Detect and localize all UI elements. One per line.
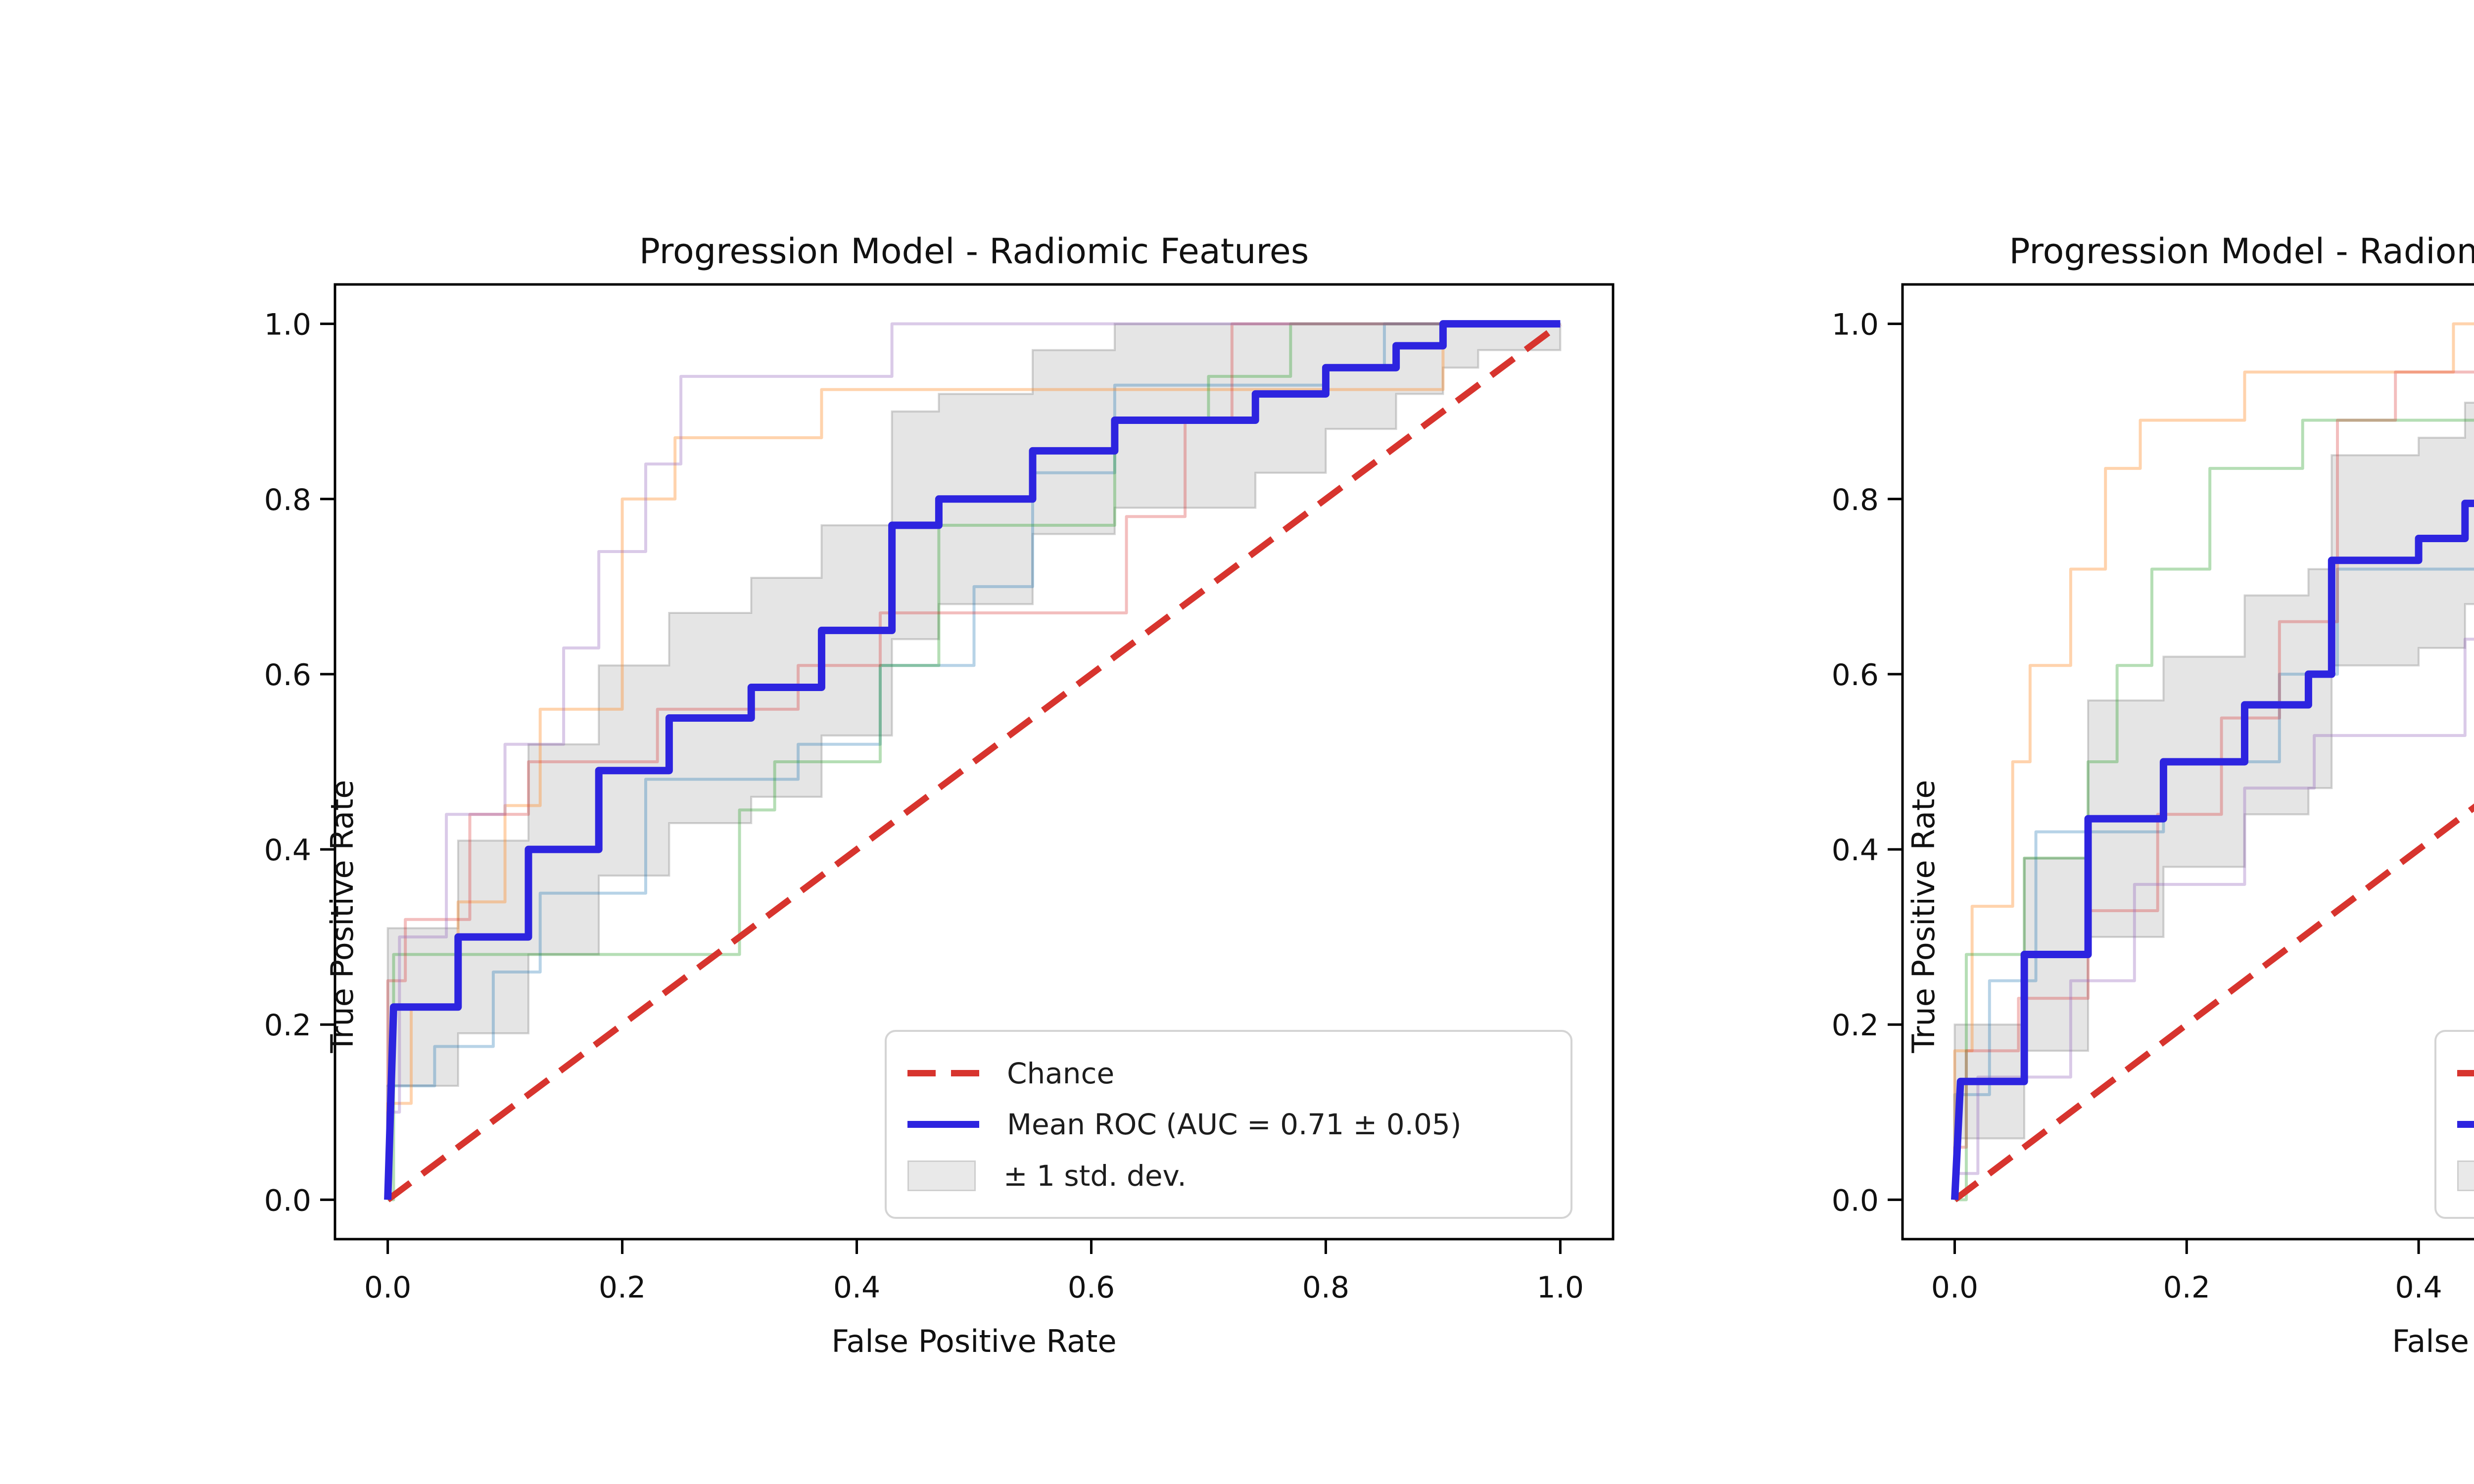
y-tick-label-left: 0.8: [264, 483, 311, 517]
x-tick-label-right: 0.0: [1931, 1270, 1978, 1305]
legend-label: Chance: [1007, 1056, 1115, 1090]
legend-entry-std-dev: ± 1 std. dev.: [907, 1159, 1550, 1193]
x-tick-label-left: 0.4: [833, 1270, 880, 1305]
y-tick-label-right: 0.8: [1832, 483, 1879, 517]
std-band-right: [1953, 402, 2474, 1140]
y-tick-label-right: 0.4: [1832, 833, 1879, 868]
fold-2-roc-line-right: [1953, 322, 2474, 1200]
fold-4-roc-line-right: [1953, 371, 2474, 1200]
chance-line-swatch-icon: [907, 1070, 979, 1076]
fold-1-roc-line-right: [1953, 567, 2474, 1200]
legend-left: Chance Mean ROC (AUC = 0.71 ± 0.05) ± 1 …: [885, 1030, 1572, 1219]
x-axis-label-left: False Positive Rate: [831, 1323, 1117, 1359]
y-axis-label-right: True Positive Rate: [1905, 780, 1942, 1053]
roc-plot-right: 0.00.20.40.60.81.00.00.20.40.60.81.0: [1832, 283, 2474, 1305]
axes-frame-right: [1901, 283, 2474, 1241]
x-tick-label-left: 0.6: [1068, 1270, 1115, 1305]
mean-roc-line-swatch-icon: [2457, 1121, 2474, 1128]
y-tick-label-left: 0.0: [264, 1183, 311, 1218]
x-tick-label-left: 1.0: [1537, 1270, 1584, 1305]
roc-plot-left: 0.0 0.2 0.4 0.6 0.8 1.0 0.0 0.2 0.4 0.6 0.8 1.0: [264, 283, 1615, 1305]
y-tick-label-right: 0.6: [1832, 658, 1879, 693]
chance-line-right: [1952, 803, 2474, 1203]
x-tick-label-left: 0.0: [364, 1270, 411, 1305]
fold-5-roc-line-right: [1953, 638, 2474, 1200]
y-axis-label-left: True Positive Rate: [324, 780, 361, 1053]
legend-label: ± 1 std. dev.: [1003, 1159, 1187, 1193]
std-band-left: [386, 323, 1562, 1087]
std-band-swatch-icon: [907, 1160, 976, 1191]
axes-frame-left: [333, 283, 1615, 1241]
legend-entry-chance: Chance: [2457, 1057, 2474, 1090]
plot-title-left: Progression Model - Radiomic Features: [639, 231, 1309, 272]
legend-entry-std-dev: ± 1 std. dev.: [2457, 1159, 2474, 1193]
mean-roc-line-left: [384, 320, 1561, 1200]
chance-line-left: [385, 321, 1563, 1203]
y-tick-label-right: 0.2: [1832, 1008, 1879, 1043]
x-tick-label-left: 0.8: [1302, 1270, 1349, 1305]
legend-label: Mean ROC (AUC = 0.71 ± 0.05): [1007, 1108, 1462, 1141]
fold-4-roc-line-left: [386, 322, 1561, 1200]
mean-roc-line-right: [1951, 500, 2474, 1200]
std-band-swatch-icon: [2457, 1160, 2474, 1191]
legend-entry-mean-roc: Mean ROC (AUC = 0.71 ± 0.05): [907, 1108, 1550, 1141]
legend-entry-mean-roc: Mean ROC (AUC = 0.74 ± 0.06): [2457, 1108, 2474, 1141]
x-tick-label-left: 0.2: [599, 1270, 646, 1305]
y-tick-label-left: 0.2: [264, 1008, 311, 1043]
fold-5-roc-line-left: [386, 322, 1561, 1200]
y-tick-label-right: 0.0: [1832, 1183, 1879, 1218]
x-tick-label-right: 0.4: [2395, 1270, 2442, 1305]
y-tick-label-right: 1.0: [1832, 308, 1879, 342]
y-tick-label-left: 0.4: [264, 833, 311, 868]
chance-line-swatch-icon: [2457, 1070, 2474, 1076]
mean-roc-line-swatch-icon: [907, 1121, 979, 1128]
y-tick-label-left: 0.6: [264, 658, 311, 693]
plot-title-right: Progression Model - Radiomic Features an…: [2009, 231, 2474, 272]
fold-3-roc-line-left: [387, 322, 1561, 1202]
fold-3-roc-line-right: [1954, 418, 2474, 1202]
y-tick-label-left: 1.0: [264, 308, 311, 342]
x-tick-label-right: 0.2: [2163, 1270, 2210, 1305]
legend-entry-chance: Chance: [907, 1057, 1550, 1090]
legend-right: Chance Mean ROC (AUC = 0.74 ± 0.06) ± 1 …: [2434, 1030, 2474, 1219]
x-axis-label-right: False Positive Rate: [2392, 1323, 2474, 1359]
